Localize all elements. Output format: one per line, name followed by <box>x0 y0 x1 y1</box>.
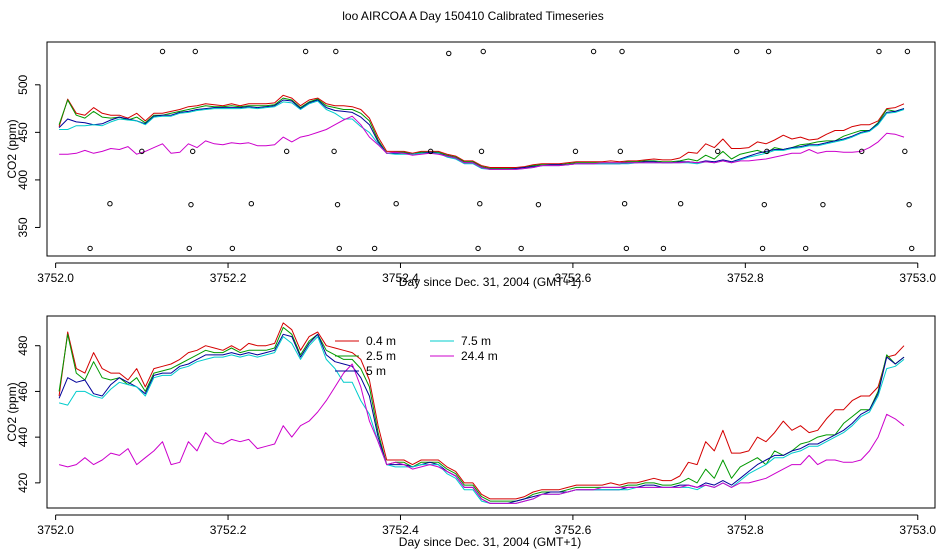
y-tick-label: 440 <box>16 427 30 447</box>
series-line-24-4-m <box>59 115 905 170</box>
y-axis-label: CO2 (ppm) <box>5 382 19 441</box>
bottom-panel-co2-zoomed: 3752.0 3752.2 3752.4 3752.6 3752.8 3753.0 Day … <box>5 315 936 549</box>
series-line-2-5-m <box>58 326 905 502</box>
data-point-marker <box>761 201 767 208</box>
series-group <box>58 94 905 170</box>
y-tick-label: 350 <box>16 217 30 237</box>
chart-title: loo AIRCOA A Day 150410 Calibrated Times… <box>342 9 603 23</box>
data-point-marker <box>617 148 624 155</box>
legend-label-5-m: 5 m <box>366 364 386 378</box>
x-tick-label: 3752.4 <box>382 523 419 537</box>
data-point-marker <box>427 148 434 155</box>
data-point-marker <box>190 148 196 155</box>
data-point-marker <box>859 148 865 155</box>
data-point-marker <box>302 48 309 55</box>
data-point-marker <box>371 245 378 252</box>
y-tick-label: 400 <box>16 170 30 190</box>
data-point-marker <box>621 200 628 207</box>
data-point-marker <box>393 200 399 207</box>
y-axis: 350 400 450 500 CO2 (ppm) <box>5 74 41 237</box>
x-tick-label: 3752.2 <box>210 271 247 285</box>
data-point-marker <box>904 48 911 55</box>
data-point-marker <box>734 48 740 55</box>
data-point-marker <box>229 245 236 252</box>
series-line-2-5-m <box>58 97 905 169</box>
x-tick-label: 3752.8 <box>727 271 764 285</box>
data-point-marker <box>283 148 290 155</box>
data-point-marker <box>535 201 542 208</box>
data-point-marker <box>336 245 342 252</box>
x-axis: 3752.0 3752.2 3752.4 3752.6 3752.8 3753.0 Day … <box>37 514 936 549</box>
data-point-marker <box>677 200 684 207</box>
data-point-marker <box>188 201 194 208</box>
data-point-marker <box>715 148 721 155</box>
plot-frame <box>46 41 936 257</box>
top-panel-co2-with-markers: 3752.0 3752.2 3752.4 3752.6 3752.8 3753.0 Day … <box>5 41 936 289</box>
y-tick-label: 460 <box>16 381 30 401</box>
x-tick-label: 3752.0 <box>37 523 74 537</box>
legend-label-2-5-m: 2.5 m <box>366 349 396 363</box>
y-tick-label: 500 <box>16 74 30 94</box>
data-point-marker <box>248 200 255 207</box>
x-tick-label: 3752.8 <box>727 523 764 537</box>
data-point-marker <box>331 148 337 155</box>
data-point-marker <box>186 245 192 252</box>
legend-label-7-5-m: 7.5 m <box>461 334 491 348</box>
data-point-marker <box>87 245 93 252</box>
data-point-marker <box>876 48 882 55</box>
data-point-marker <box>477 200 483 207</box>
y-tick-label: 420 <box>16 473 30 493</box>
data-point-marker <box>623 245 630 252</box>
x-axis-label: Day since Dec. 31, 2004 (GMT+1) <box>399 275 581 289</box>
series-line-7-5-m <box>58 336 905 504</box>
data-point-marker <box>802 245 809 252</box>
plot-frame <box>46 315 936 509</box>
data-point-marker <box>478 148 485 155</box>
data-point-marker <box>139 148 145 155</box>
series-line-7-5-m <box>59 100 905 170</box>
data-point-marker <box>475 245 481 252</box>
data-point-marker <box>909 245 915 252</box>
data-point-marker <box>333 48 339 55</box>
data-point-marker <box>820 201 826 208</box>
y-tick-label: 450 <box>16 122 30 142</box>
data-point-marker <box>765 48 772 55</box>
y-tick-label: 480 <box>16 335 30 355</box>
y-axis-label: CO2 (ppm) <box>5 119 19 178</box>
x-tick-label: 3752.6 <box>555 523 592 537</box>
series-line-0-4-m <box>58 94 905 168</box>
data-point-marker <box>759 245 766 252</box>
legend-label-0-4-m: 0.4 m <box>366 334 396 348</box>
data-point-marker <box>590 48 597 55</box>
x-tick-label: 3753.0 <box>899 271 936 285</box>
x-tick-label: 3753.0 <box>899 523 936 537</box>
x-tick-label: 3752.2 <box>210 523 247 537</box>
data-point-marker <box>518 245 524 252</box>
legend-label-24-4-m: 24.4 m <box>461 349 498 363</box>
data-point-marker <box>192 48 198 55</box>
series-line-24-4-m <box>58 363 905 504</box>
data-point-marker <box>902 148 908 155</box>
x-axis: 3752.0 3752.2 3752.4 3752.6 3752.8 3753.0 Day … <box>37 262 936 289</box>
series-line-0-4-m <box>58 322 905 500</box>
data-point-marker <box>480 48 486 55</box>
x-tick-label: 3752.6 <box>555 271 592 285</box>
data-point-marker <box>107 200 113 207</box>
x-tick-label: 3752.0 <box>37 271 74 285</box>
y-axis: 420 440 460 480 CO2 (ppm) <box>5 335 41 493</box>
x-tick-label: 3752.4 <box>382 271 419 285</box>
data-point-marker <box>159 48 166 55</box>
x-axis-label: Day since Dec. 31, 2004 (GMT+1) <box>399 535 581 549</box>
data-point-marker <box>572 148 579 155</box>
data-point-marker <box>660 245 667 252</box>
series-group <box>58 322 905 504</box>
data-point-marker <box>906 201 912 208</box>
data-point-marker <box>446 50 452 57</box>
data-point-marker <box>764 148 770 155</box>
data-point-marker <box>334 201 341 208</box>
legend: 0.4 m 7.5 m 2.5 m 24.4 m 5 m <box>335 334 498 378</box>
data-point-marker <box>619 48 625 55</box>
marker-group <box>87 48 915 252</box>
